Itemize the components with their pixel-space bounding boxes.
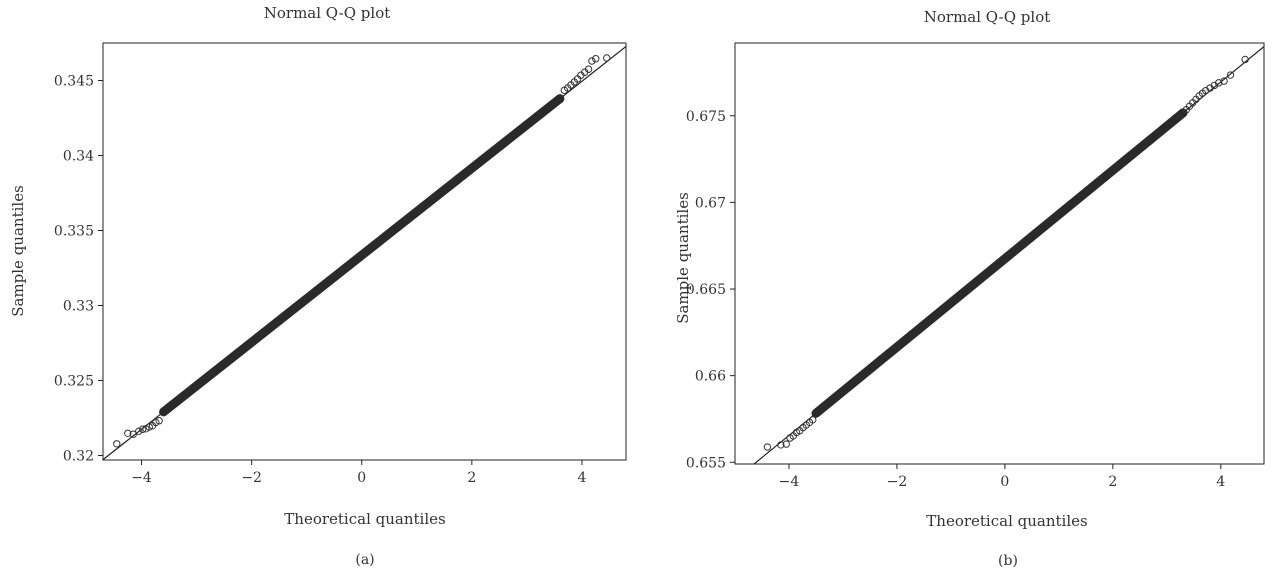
x-tick-label: 2	[467, 470, 476, 486]
x-axis-label-a: Theoretical quantiles	[284, 510, 445, 528]
qq-plot-b: Normal Q-Q plot −4 −2 0 2 4 0.655 0.66 0.665 0.6…	[674, 8, 1265, 569]
y-tick-label: 0.325	[54, 374, 94, 390]
data-point	[1214, 79, 1223, 87]
data-point	[603, 54, 611, 62]
data-point	[1220, 77, 1228, 85]
data-point	[782, 440, 790, 448]
data-point	[809, 416, 817, 424]
data-point	[135, 427, 143, 435]
data-point	[592, 55, 600, 63]
chart-title-b: Normal Q-Q plot	[924, 8, 1051, 26]
data-point	[124, 429, 132, 437]
data-point	[588, 57, 596, 65]
y-tick-label: 0.665	[686, 282, 726, 298]
data-point	[138, 425, 147, 433]
data-point	[1226, 71, 1235, 79]
y-tick-label: 0.34	[63, 149, 94, 165]
x-tick-label: 2	[1108, 474, 1117, 490]
y-tick-label: 0.66	[695, 369, 726, 385]
data-point	[1241, 55, 1249, 64]
x-tick-label: −4	[779, 474, 800, 490]
x-tick-label: 4	[1216, 474, 1225, 490]
qq-plot-a: Normal Q-Q plot −4 −2 0 2 4 0.32 0.325 0.33 0.33…	[9, 4, 627, 568]
panel-caption-b: (b)	[998, 553, 1018, 569]
data-point	[777, 441, 785, 449]
y-axis-label-b: Sample quantiles	[674, 192, 692, 324]
panel-caption-a: (a)	[355, 552, 374, 568]
y-axis-label-a: Sample quantiles	[9, 185, 27, 317]
qq-plot-panel-a: Normal Q-Q plot −4 −2 0 2 4 0.32 0.325 0.33 0.33…	[9, 4, 627, 568]
data-point	[113, 440, 121, 448]
x-tick-label: 0	[1000, 474, 1009, 490]
data-point	[145, 423, 153, 431]
data-point	[584, 65, 593, 73]
x-tick-label: −4	[131, 470, 152, 486]
chart-title-a: Normal Q-Q plot	[264, 4, 391, 22]
y-tick-label: 0.345	[54, 74, 94, 90]
plot-content	[753, 46, 1264, 464]
data-point	[155, 417, 163, 425]
x-tick-label: −2	[887, 474, 908, 490]
qq-plot-panel-b: Normal Q-Q plot −4 −2 0 2 4 0.655 0.66 0.665 0.6…	[637, 0, 1274, 574]
plot-area-a: −4 −2 0 2 4 0.32 0.325 0.33 0.335 0.34 0.345	[54, 42, 627, 486]
y-tick-label: 0.32	[63, 449, 94, 465]
y-tick-label: 0.335	[54, 224, 94, 240]
y-tick-label: 0.655	[686, 455, 726, 471]
plot-frame	[734, 42, 1265, 465]
x-tick-label: 4	[577, 470, 586, 486]
y-tick-label: 0.67	[695, 195, 726, 211]
data-point	[129, 430, 137, 438]
data-point	[763, 443, 772, 451]
x-tick-label: −2	[241, 470, 262, 486]
plot-area-b: −4 −2 0 2 4 0.655 0.66 0.665 0.67 0.675	[686, 42, 1265, 490]
sample-points-band	[811, 108, 1188, 418]
y-tick-label: 0.33	[63, 299, 94, 315]
plot-frame	[102, 42, 627, 461]
sample-points-band	[159, 94, 565, 417]
x-axis-label-b: Theoretical quantiles	[926, 512, 1087, 530]
x-tick-label: 0	[357, 470, 366, 486]
plot-content	[103, 45, 626, 460]
y-tick-label: 0.675	[686, 109, 726, 125]
